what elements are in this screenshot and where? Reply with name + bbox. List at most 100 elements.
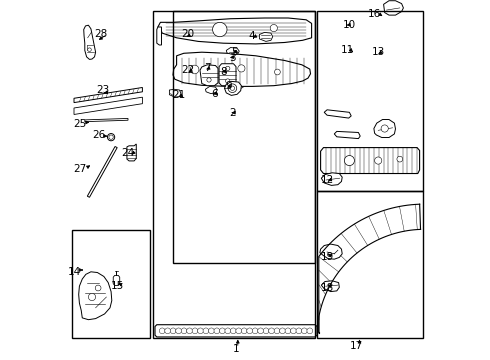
Circle shape bbox=[301, 328, 307, 334]
Circle shape bbox=[95, 285, 101, 291]
Polygon shape bbox=[374, 120, 395, 138]
Text: 1: 1 bbox=[233, 344, 239, 354]
Polygon shape bbox=[384, 1, 403, 15]
Text: 19: 19 bbox=[321, 252, 335, 262]
Bar bbox=[317, 191, 423, 338]
Circle shape bbox=[209, 328, 214, 334]
Text: 13: 13 bbox=[371, 47, 385, 57]
Circle shape bbox=[225, 328, 231, 334]
Polygon shape bbox=[320, 148, 419, 174]
Polygon shape bbox=[205, 86, 217, 94]
Text: 21: 21 bbox=[172, 90, 185, 100]
Circle shape bbox=[107, 134, 115, 141]
Circle shape bbox=[263, 328, 269, 334]
Text: 17: 17 bbox=[350, 341, 363, 351]
Text: 25: 25 bbox=[73, 119, 86, 129]
Polygon shape bbox=[334, 131, 360, 139]
Circle shape bbox=[220, 328, 225, 334]
Circle shape bbox=[213, 22, 227, 37]
Bar bbox=[317, 11, 423, 191]
Polygon shape bbox=[155, 325, 317, 337]
Circle shape bbox=[192, 328, 198, 334]
Circle shape bbox=[238, 65, 245, 72]
Circle shape bbox=[374, 157, 382, 164]
Polygon shape bbox=[74, 97, 143, 114]
Text: 20: 20 bbox=[181, 29, 194, 39]
Text: 10: 10 bbox=[343, 20, 356, 30]
Circle shape bbox=[88, 293, 96, 301]
Circle shape bbox=[109, 135, 113, 139]
Polygon shape bbox=[226, 48, 239, 55]
Circle shape bbox=[274, 328, 280, 334]
Circle shape bbox=[203, 328, 209, 334]
Text: 11: 11 bbox=[341, 45, 354, 55]
Circle shape bbox=[296, 328, 302, 334]
Circle shape bbox=[285, 328, 291, 334]
Text: 24: 24 bbox=[122, 148, 135, 158]
Circle shape bbox=[247, 328, 252, 334]
Circle shape bbox=[252, 328, 258, 334]
Circle shape bbox=[165, 328, 171, 334]
Polygon shape bbox=[179, 66, 193, 75]
Polygon shape bbox=[113, 275, 120, 285]
Polygon shape bbox=[127, 144, 136, 161]
Text: 9: 9 bbox=[225, 81, 232, 91]
Polygon shape bbox=[320, 244, 342, 259]
Circle shape bbox=[159, 328, 165, 334]
Polygon shape bbox=[85, 118, 128, 122]
Polygon shape bbox=[321, 173, 342, 185]
Circle shape bbox=[230, 328, 236, 334]
Bar bbox=[153, 11, 315, 338]
Text: 16: 16 bbox=[368, 9, 381, 19]
Text: 15: 15 bbox=[111, 281, 124, 291]
Text: 22: 22 bbox=[181, 65, 194, 75]
Circle shape bbox=[291, 328, 296, 334]
Polygon shape bbox=[87, 147, 117, 197]
Text: 27: 27 bbox=[74, 164, 87, 174]
Bar bbox=[72, 230, 149, 338]
Circle shape bbox=[230, 86, 235, 90]
Polygon shape bbox=[321, 281, 339, 292]
Polygon shape bbox=[219, 64, 236, 86]
Circle shape bbox=[228, 84, 237, 93]
Text: 18: 18 bbox=[321, 283, 335, 293]
Polygon shape bbox=[84, 25, 96, 59]
Circle shape bbox=[225, 66, 230, 71]
Text: 14: 14 bbox=[68, 267, 81, 277]
Circle shape bbox=[241, 328, 247, 334]
Circle shape bbox=[307, 328, 313, 334]
Text: 28: 28 bbox=[95, 29, 108, 39]
Polygon shape bbox=[224, 81, 242, 95]
Circle shape bbox=[270, 24, 277, 32]
Text: 3: 3 bbox=[229, 53, 236, 63]
Polygon shape bbox=[259, 32, 273, 41]
Circle shape bbox=[269, 328, 274, 334]
Circle shape bbox=[187, 328, 193, 334]
Circle shape bbox=[344, 156, 354, 166]
Text: 23: 23 bbox=[96, 85, 109, 95]
Polygon shape bbox=[157, 27, 162, 45]
Polygon shape bbox=[324, 110, 351, 118]
Circle shape bbox=[258, 328, 264, 334]
Text: 8: 8 bbox=[220, 67, 227, 77]
Polygon shape bbox=[74, 87, 143, 103]
Circle shape bbox=[236, 328, 242, 334]
Circle shape bbox=[190, 65, 199, 74]
Circle shape bbox=[397, 156, 403, 162]
Circle shape bbox=[274, 69, 280, 75]
Text: 7: 7 bbox=[204, 63, 211, 73]
Circle shape bbox=[170, 328, 176, 334]
Circle shape bbox=[381, 125, 388, 132]
Circle shape bbox=[225, 79, 230, 83]
Polygon shape bbox=[158, 18, 312, 44]
Polygon shape bbox=[170, 89, 181, 97]
Text: 26: 26 bbox=[93, 130, 106, 140]
Circle shape bbox=[197, 328, 203, 334]
Circle shape bbox=[176, 328, 181, 334]
Circle shape bbox=[88, 48, 91, 51]
Circle shape bbox=[280, 328, 285, 334]
Text: 12: 12 bbox=[321, 175, 335, 185]
Text: 5: 5 bbox=[231, 47, 238, 57]
Circle shape bbox=[181, 328, 187, 334]
Bar bbox=[173, 11, 315, 263]
